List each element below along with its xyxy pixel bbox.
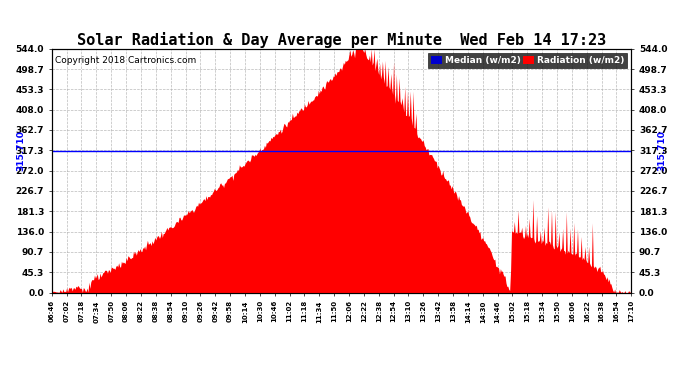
Text: 315.710: 315.710: [658, 130, 667, 171]
Text: Copyright 2018 Cartronics.com: Copyright 2018 Cartronics.com: [55, 56, 196, 65]
Title: Solar Radiation & Day Average per Minute  Wed Feb 14 17:23: Solar Radiation & Day Average per Minute…: [77, 32, 607, 48]
Legend: Median (w/m2), Radiation (w/m2): Median (w/m2), Radiation (w/m2): [428, 53, 627, 68]
Text: 315.710: 315.710: [17, 130, 26, 171]
